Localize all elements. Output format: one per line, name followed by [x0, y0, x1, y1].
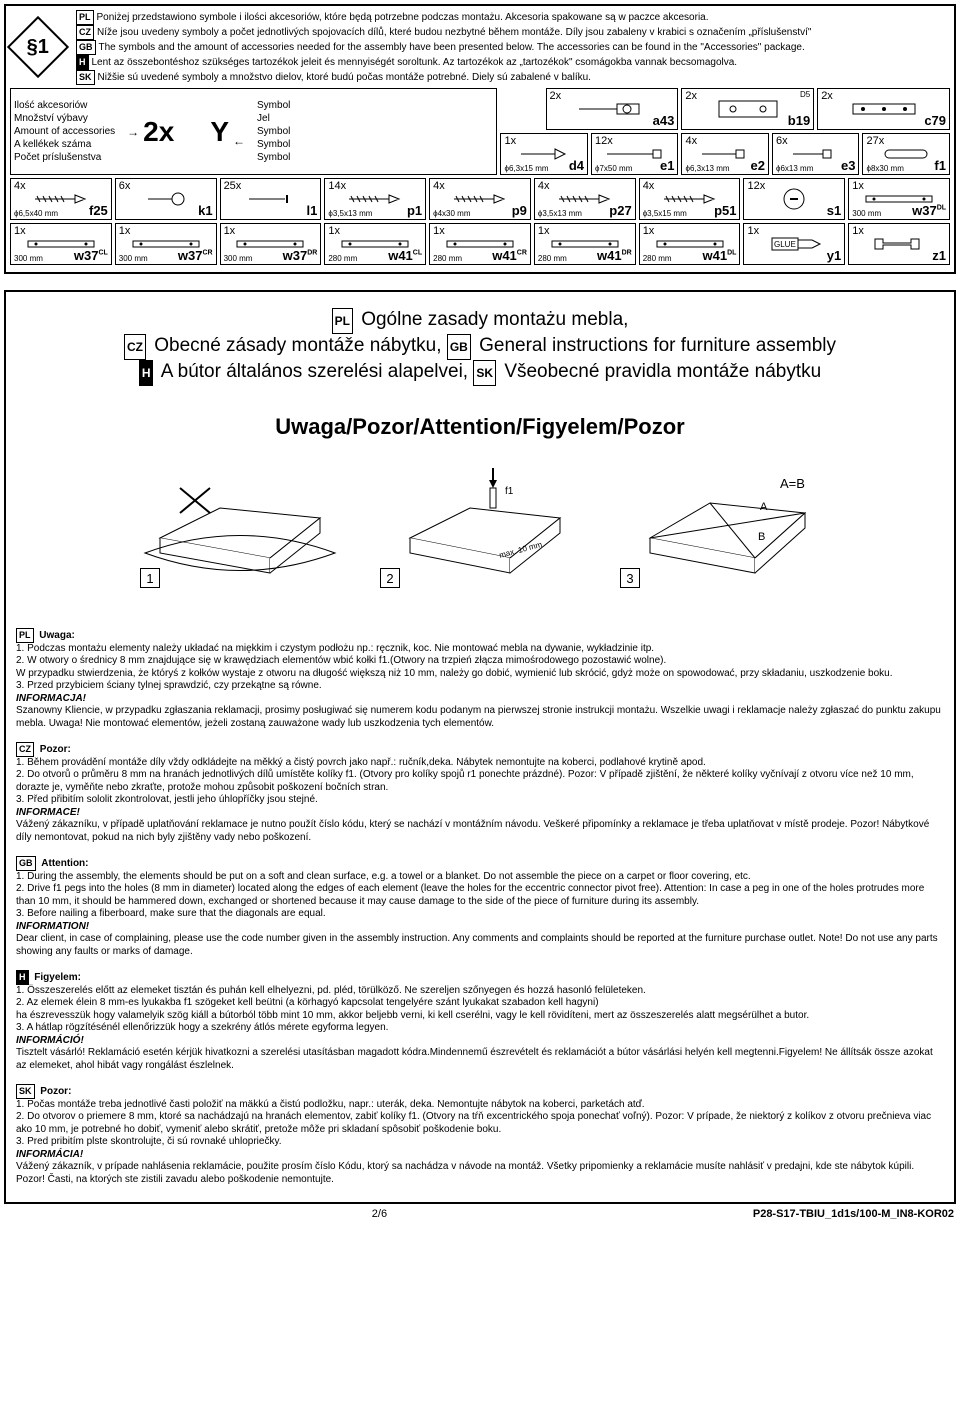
hinge-icon [577, 98, 647, 120]
acc-p27: 4xϕ3,5x13 mmp27 [534, 178, 636, 220]
svg-text:f1: f1 [505, 486, 514, 497]
drawer-carpet-icon [140, 458, 340, 588]
legend-sym: Y [210, 116, 229, 148]
acc-p51: 4xϕ3,5x15 mmp51 [639, 178, 741, 220]
acc-y1: 1xGLUEy1 [743, 223, 845, 265]
screw-icon [450, 192, 510, 206]
intro-sk: Nižšie sú uvedené symboly a množstvo die… [98, 72, 591, 83]
svg-text:A: A [760, 501, 768, 513]
acc-p9: 4xϕ4x30 mmp9 [429, 178, 531, 220]
cam-icon [779, 187, 809, 211]
acc-w37CL: 1x300 mmw37CL [10, 223, 112, 265]
acc-s1: 12xs1 [743, 178, 845, 220]
acc-w37CR: 1x300 mmw37CR [115, 223, 217, 265]
intro-gb: The symbols and the amount of accessorie… [99, 42, 805, 53]
instructions-section: PL Ogólne zasady montażu mebla, CZ Obecn… [4, 290, 956, 1204]
acc-w41DL: 1x280 mmw41DL [639, 223, 741, 265]
acc-e1: 12x ϕ7x50 mme1 [591, 133, 679, 175]
acc-row-3: 4xϕ6,5x40 mmf256xk125xl114xϕ3,5x13 mmp14… [10, 178, 950, 220]
block-h: H Figyelem:1. Összeszerelés előtt az ele… [16, 970, 944, 1072]
lang-sk: SK [76, 70, 95, 85]
bolt-icon [700, 146, 750, 162]
acc-p1: 14xϕ3,5x13 mmp1 [324, 178, 426, 220]
warning-title: Uwaga/Pozor/Attention/Figyelem/Pozor [10, 414, 950, 440]
acc-w41CL: 1x280 mmw41CL [324, 223, 426, 265]
screw-icon [345, 192, 405, 206]
screw-icon [555, 192, 615, 206]
acc-z1: 1xz1 [848, 223, 950, 265]
legend: Ilość akcesoriów Množství výbavy Amount … [10, 88, 497, 175]
acc-c79: 2x c79 [817, 88, 950, 130]
nail-icon [245, 192, 295, 206]
screw-icon [31, 192, 91, 206]
acc-e3: 6x ϕ6x13 mme3 [772, 133, 860, 175]
diagram-3: A B A=B 3 [620, 458, 820, 588]
lang-gb: GB [76, 40, 96, 55]
lang-h: H [76, 55, 89, 70]
legend-qty: 2x [143, 116, 174, 148]
acc-a43: 2x a43 [546, 88, 679, 130]
intro-pl: Poniżej przedstawiono symbole i ilości a… [97, 12, 709, 23]
bolt-icon [791, 146, 841, 162]
bolt-icon [605, 146, 665, 162]
acc-b19: 2xD5 b19 [681, 88, 814, 130]
acc-w41CR: 1x280 mmw41CR [429, 223, 531, 265]
acc-w37DR: 1x300 mmw37DR [220, 223, 322, 265]
block-pl: PL Uwaga:1. Podczas montażu elementy nal… [16, 628, 944, 730]
diagram-2: f1 max. 10 mm 2 [380, 458, 580, 588]
svg-text:A=B: A=B [780, 476, 805, 491]
screw-icon [519, 146, 569, 162]
acc-f1: 27x ϕ8x30 mmf1 [862, 133, 950, 175]
block-sk: SK Pozor:1. Počas montáže treba jednotli… [16, 1084, 944, 1186]
acc-row-4: 1x300 mmw37CL1x300 mmw37CR1x300 mmw37DR1… [10, 223, 950, 265]
legend-left: Ilość akcesoriów [14, 99, 115, 112]
accessories-section: §1 PLPoniżej przedstawiono symbole i ilo… [4, 4, 956, 274]
lang-cz: CZ [76, 25, 94, 40]
acc-l1: 25xl1 [220, 178, 322, 220]
acc-w37DL: 1x300 mmw37DL [848, 178, 950, 220]
acc-f25: 4xϕ6,5x40 mmf25 [10, 178, 112, 220]
svg-text:B: B [758, 531, 765, 543]
legend-right: Symbol [257, 99, 290, 112]
wrench-icon [869, 235, 929, 253]
intro-cz: Níže jsou uvedeny symboly a počet jednot… [97, 27, 811, 38]
plate-icon [713, 97, 783, 121]
bracket-icon [849, 98, 919, 120]
intro-h: Lent az összebontéshoz szükséges tartozé… [92, 57, 738, 68]
titles: PL Ogólne zasady montażu mebla, CZ Obecn… [30, 308, 930, 386]
diagrams: 1 f1 max. 10 mm 2 A B [10, 458, 950, 588]
page-number: 2/6 [372, 1208, 387, 1220]
dowel-insert-icon: f1 max. 10 mm [380, 458, 580, 588]
acc-d4: 1x ϕ6,3x15 mmd4 [500, 133, 588, 175]
screw-icon [660, 192, 720, 206]
acc-k1: 6xk1 [115, 178, 217, 220]
diagram-1: 1 [140, 458, 340, 588]
step-badge: §1 [7, 16, 69, 78]
doc-code: P28-S17-TBIU_1d1s/100-M_IN8-KOR02 [753, 1208, 954, 1220]
acc-e2: 4x ϕ6,3x13 mme2 [681, 133, 769, 175]
block-cz: CZ Pozor:1. Během provádění montáže díly… [16, 742, 944, 844]
intro-block: §1 PLPoniżej przedstawiono symbole i ilo… [10, 10, 950, 85]
pin-icon [144, 191, 188, 207]
lang-pl: PL [76, 10, 94, 25]
footer: 2/6 P28-S17-TBIU_1d1s/100-M_IN8-KOR02 [6, 1208, 954, 1220]
diagonal-check-icon: A B A=B [620, 458, 820, 588]
dowel-icon [881, 147, 931, 161]
glue-icon: GLUE [764, 234, 824, 254]
acc-w41DR: 1x280 mmw41DR [534, 223, 636, 265]
block-gb: GB Attention:1. During the assembly, the… [16, 856, 944, 958]
svg-text:GLUE: GLUE [774, 240, 796, 249]
